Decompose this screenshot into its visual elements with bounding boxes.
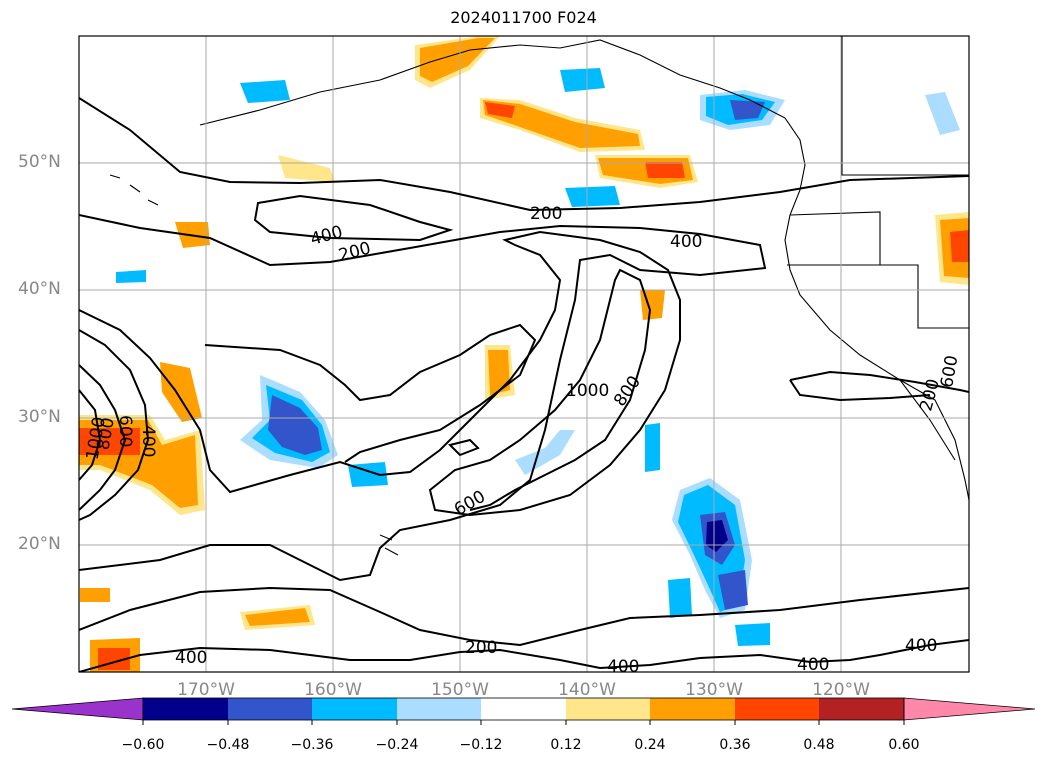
colorbar-segment	[397, 698, 481, 720]
contour-label: 200	[337, 238, 374, 266]
colorbar-segment	[735, 698, 819, 720]
colorbar-tick-label: −0.48	[206, 737, 250, 753]
colorbar-tick-label: 0.60	[888, 737, 920, 753]
contour-label: 400	[138, 425, 158, 457]
lon-label: 150°W	[431, 680, 489, 700]
contour-label: 400	[670, 232, 702, 252]
colorbar-segment	[312, 698, 397, 720]
colorbar-tick-label: 0.36	[719, 737, 751, 753]
contour-label: 200	[465, 638, 497, 658]
coastlines	[109, 36, 969, 556]
lon-label: 170°W	[177, 680, 235, 700]
colorbar-tick-label: −0.12	[459, 737, 503, 753]
colorbar-segment	[819, 698, 904, 720]
colorbar-tick-label: −0.36	[290, 737, 334, 753]
colorbar-segment	[566, 698, 650, 720]
colorbar-ticks	[142, 720, 905, 725]
lon-label: 140°W	[558, 680, 616, 700]
lon-label: 160°W	[304, 680, 362, 700]
lat-label: 40°N	[18, 279, 61, 299]
colorbar-tick-label: −0.24	[375, 737, 419, 753]
colorbar-segment	[650, 698, 735, 720]
colorbar-tick-label: −0.60	[121, 737, 165, 753]
colorbar-extend-high	[903, 697, 1036, 721]
contour-label: 1000	[566, 381, 609, 401]
lat-label: 30°N	[18, 407, 61, 427]
colorbar	[11, 697, 1036, 725]
colorbar-tick-label: 0.48	[803, 737, 835, 753]
contour-label: 400	[607, 657, 639, 677]
anomaly-patches	[79, 36, 969, 672]
colorbar-tick-label: 0.12	[550, 737, 582, 753]
contour-label: 600	[115, 415, 135, 447]
lon-label: 120°W	[812, 680, 870, 700]
map-title: 2024011700 F024	[450, 8, 597, 27]
contour-lines	[79, 97, 969, 672]
colorbar-outline	[142, 697, 905, 721]
contour-label: 400	[797, 655, 829, 675]
contour-label: 400	[175, 648, 207, 668]
colorbar-tick-label: 0.24	[634, 737, 666, 753]
contour-label-group: 200 400 400 200 400 1000 800 600 600 800…	[83, 204, 963, 677]
map-panel: 200 400 400 200 400 1000 800 600 600 800…	[78, 35, 970, 677]
colorbar-segment	[143, 698, 228, 720]
colorbar-segment	[481, 698, 566, 720]
lon-label: 130°W	[685, 680, 743, 700]
lat-label: 50°N	[18, 152, 61, 172]
contour-label: 200	[530, 204, 562, 224]
contour-label: 800	[610, 372, 645, 410]
map-border	[78, 35, 970, 673]
contour-label: 400	[905, 636, 937, 656]
colorbar-segment	[228, 698, 312, 720]
lat-label: 20°N	[18, 534, 61, 554]
colorbar-extend-low	[11, 697, 144, 721]
